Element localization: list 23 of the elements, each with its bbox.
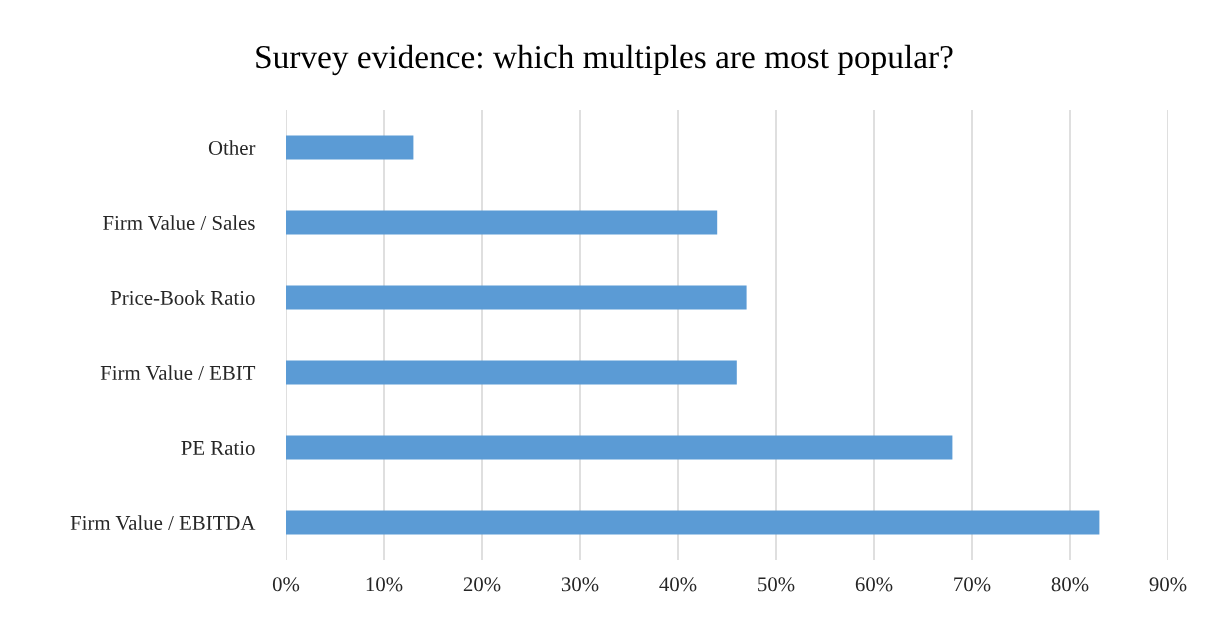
x-tick-label: 10% — [366, 577, 403, 592]
y-tick-label: Firm Value / EBITDA — [70, 515, 256, 531]
y-tick-label: Firm Value / Sales — [103, 215, 255, 231]
chart-title: Survey evidence: which multiples are most popular? — [256, 44, 953, 76]
x-tick-label: 20% — [463, 577, 501, 592]
y-tick-label: PE Ratio — [181, 440, 255, 455]
x-tick-label: 40% — [659, 577, 697, 592]
bar — [286, 135, 414, 160]
x-tick-label: 60% — [855, 577, 893, 592]
bar — [286, 435, 953, 460]
y-tick-label: Other — [208, 140, 256, 155]
y-tick-label: Price-Book Ratio — [110, 290, 255, 305]
x-tick-label: 30% — [561, 577, 599, 592]
y-tick-label: Firm Value / EBIT — [100, 365, 256, 381]
x-tick-label: 90% — [1149, 577, 1187, 592]
bar — [286, 285, 747, 310]
bar — [286, 210, 718, 235]
x-tick-label: 50% — [758, 577, 795, 592]
x-tick-label: 80% — [1051, 577, 1089, 592]
bar — [286, 360, 737, 385]
x-tick-label: 70% — [954, 577, 991, 592]
x-tick-label: 0% — [272, 577, 300, 592]
bar — [286, 510, 1100, 535]
